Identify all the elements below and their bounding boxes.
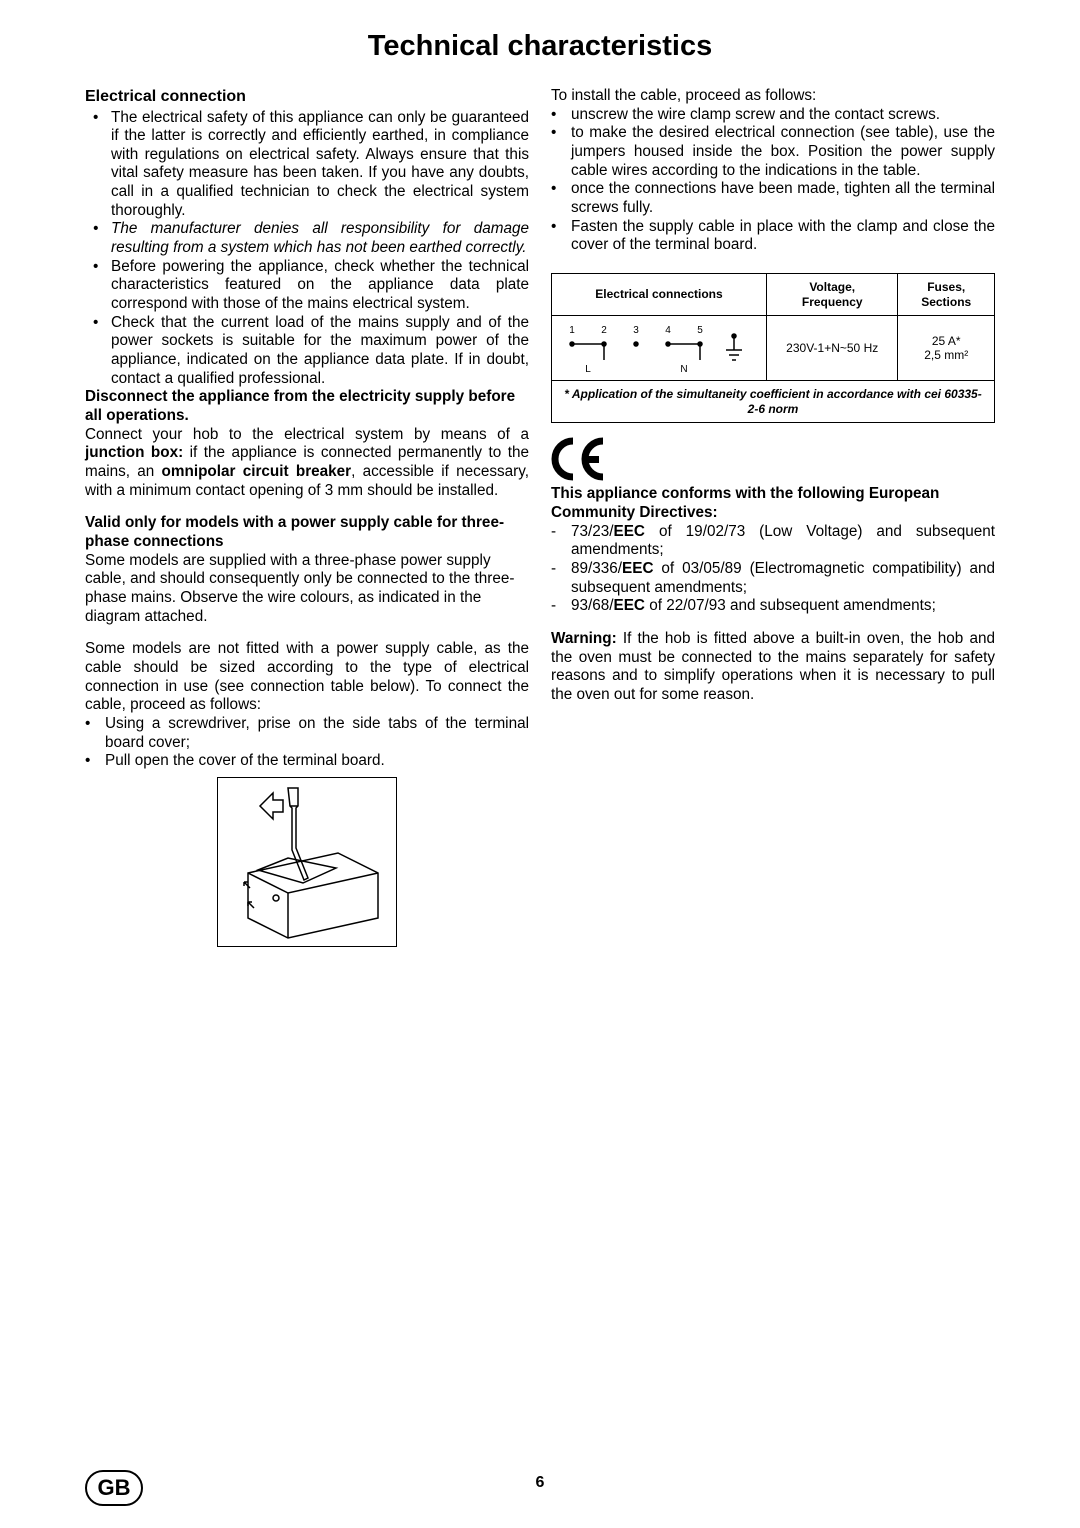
bullet-dot-icon: • bbox=[85, 715, 105, 752]
terminal-5-label: 5 bbox=[697, 325, 703, 336]
text: Frequency bbox=[802, 295, 863, 309]
page: Technical characteristics Electrical con… bbox=[0, 0, 1080, 1528]
bullet-dot-icon: • bbox=[85, 314, 111, 389]
text: 73/23/ bbox=[571, 523, 614, 540]
bullet-prise: • Using a screwdriver, prise on the side… bbox=[85, 715, 529, 752]
bullet-text: The electrical safety of this appliance … bbox=[111, 109, 529, 221]
text: Fuses, bbox=[927, 280, 965, 294]
junction-box-paragraph: Connect your hob to the electrical syste… bbox=[85, 426, 529, 501]
connections-table: Electrical connections Voltage, Frequenc… bbox=[551, 273, 995, 424]
bullet-safety: • The electrical safety of this applianc… bbox=[85, 109, 529, 221]
th-voltage: Voltage, Frequency bbox=[767, 273, 898, 315]
bullet-dot-icon: • bbox=[85, 220, 111, 257]
text: Sections bbox=[921, 295, 971, 309]
no-cable-paragraph: Some models are not fitted with a power … bbox=[85, 640, 529, 715]
td-voltage: 230V-1+N~50 Hz bbox=[767, 316, 898, 381]
td-fuse: 25 A* 2,5 mm² bbox=[898, 316, 995, 381]
valid-only-heading: Valid only for models with a power suppl… bbox=[85, 514, 529, 551]
text: 93/68/ bbox=[571, 597, 614, 614]
bullet-text: Using a screwdriver, prise on the side t… bbox=[105, 715, 529, 752]
terminal-3-label: 3 bbox=[633, 325, 639, 336]
page-number: 6 bbox=[0, 1474, 1080, 1492]
bullet-tighten: • once the connections have been made, t… bbox=[551, 180, 995, 217]
terminal-board-figure bbox=[217, 777, 397, 947]
bullet-text: unscrew the wire clamp screw and the con… bbox=[571, 106, 995, 125]
text: 25 A* bbox=[932, 334, 961, 348]
text: 89/336/ bbox=[571, 560, 622, 577]
text-bold: EEC bbox=[622, 560, 653, 577]
ce-mark-icon bbox=[551, 437, 611, 481]
conforms-heading: This appliance conforms with the followi… bbox=[551, 485, 995, 522]
dash-icon: - bbox=[551, 560, 571, 597]
directive-low-voltage: - 73/23/EEC of 19/02/73 (Low Voltage) an… bbox=[551, 523, 995, 560]
terminal-4-label: 4 bbox=[665, 325, 671, 336]
warning-label: Warning: bbox=[551, 630, 623, 647]
dash-icon: - bbox=[551, 597, 571, 616]
bullet-dot-icon: • bbox=[551, 218, 571, 255]
bullet-dot-icon: • bbox=[551, 124, 571, 180]
bullet-dot-icon: • bbox=[551, 180, 571, 217]
electrical-connection-heading: Electrical connection bbox=[85, 87, 529, 107]
right-column: To install the cable, proceed as follows… bbox=[551, 87, 995, 947]
disconnect-warning: Disconnect the appliance from the electr… bbox=[85, 388, 529, 425]
n-label: N bbox=[680, 364, 687, 375]
gb-badge: GB bbox=[85, 1470, 143, 1506]
terminal-board-icon bbox=[218, 778, 398, 948]
bullet-text: to make the desired electrical connectio… bbox=[571, 124, 995, 180]
terminal-1-label: 1 bbox=[569, 325, 575, 336]
bullet-manufacturer: • The manufacturer denies all responsibi… bbox=[85, 220, 529, 257]
text: Voltage, bbox=[809, 280, 855, 294]
left-column: Electrical connection • The electrical s… bbox=[85, 87, 529, 947]
th-electrical: Electrical connections bbox=[552, 273, 767, 315]
wiring-diagram-icon: 1 2 3 4 5 L N bbox=[554, 318, 764, 378]
bullet-dot-icon: • bbox=[85, 752, 105, 771]
text-bold: junction box: bbox=[85, 444, 183, 461]
ce-mark bbox=[551, 437, 995, 481]
directive-9368: - 93/68/EEC of 22/07/93 and subsequent a… bbox=[551, 597, 995, 616]
terminal-2-label: 2 bbox=[601, 325, 607, 336]
text: Connect your hob to the electrical syste… bbox=[85, 426, 529, 443]
directive-emc: - 89/336/EEC of 03/05/89 (Electromagneti… bbox=[551, 560, 995, 597]
bullet-dot-icon: • bbox=[551, 106, 571, 125]
bullet-current-load: • Check that the current load of the mai… bbox=[85, 314, 529, 389]
bullet-text: Check that the current load of the mains… bbox=[111, 314, 529, 389]
table-note: * Application of the simultaneity coeffi… bbox=[552, 381, 995, 423]
l-label: L bbox=[585, 364, 591, 375]
install-intro: To install the cable, proceed as follows… bbox=[551, 87, 995, 106]
directive-text: 93/68/EEC of 22/07/93 and subsequent ame… bbox=[571, 597, 995, 616]
dash-icon: - bbox=[551, 523, 571, 560]
directive-text: 89/336/EEC of 03/05/89 (Electromagnetic … bbox=[571, 560, 995, 597]
bullet-text: once the connections have been made, tig… bbox=[571, 180, 995, 217]
th-fuses: Fuses, Sections bbox=[898, 273, 995, 315]
warning-paragraph: Warning: If the hob is fitted above a bu… bbox=[551, 630, 995, 705]
bullet-before-power: • Before powering the appliance, check w… bbox=[85, 258, 529, 314]
two-column-layout: Electrical connection • The electrical s… bbox=[85, 87, 995, 947]
bullet-text: Pull open the cover of the terminal boar… bbox=[105, 752, 529, 771]
bullet-fasten: • Fasten the supply cable in place with … bbox=[551, 218, 995, 255]
three-phase-paragraph: Some models are supplied with a three-ph… bbox=[85, 552, 529, 627]
bullet-text: The manufacturer denies all responsibili… bbox=[111, 220, 529, 257]
text-bold: EEC bbox=[614, 597, 645, 614]
bullet-dot-icon: • bbox=[85, 109, 111, 221]
text-bold: omnipolar circuit breaker bbox=[162, 463, 352, 480]
text: 2,5 mm² bbox=[924, 348, 968, 362]
td-wiring-diagram: 1 2 3 4 5 L N bbox=[552, 316, 767, 381]
text: of 22/07/93 and subsequent amendments; bbox=[645, 597, 936, 614]
page-title: Technical characteristics bbox=[85, 30, 995, 63]
bullet-unscrew: • unscrew the wire clamp screw and the c… bbox=[551, 106, 995, 125]
bullet-text: Fasten the supply cable in place with th… bbox=[571, 218, 995, 255]
bullet-text: Before powering the appliance, check whe… bbox=[111, 258, 529, 314]
directive-text: 73/23/EEC of 19/02/73 (Low Voltage) and … bbox=[571, 523, 995, 560]
bullet-jumpers: • to make the desired electrical connect… bbox=[551, 124, 995, 180]
text-bold: EEC bbox=[614, 523, 645, 540]
bullet-pull-open: • Pull open the cover of the terminal bo… bbox=[85, 752, 529, 771]
bullet-dot-icon: • bbox=[85, 258, 111, 314]
